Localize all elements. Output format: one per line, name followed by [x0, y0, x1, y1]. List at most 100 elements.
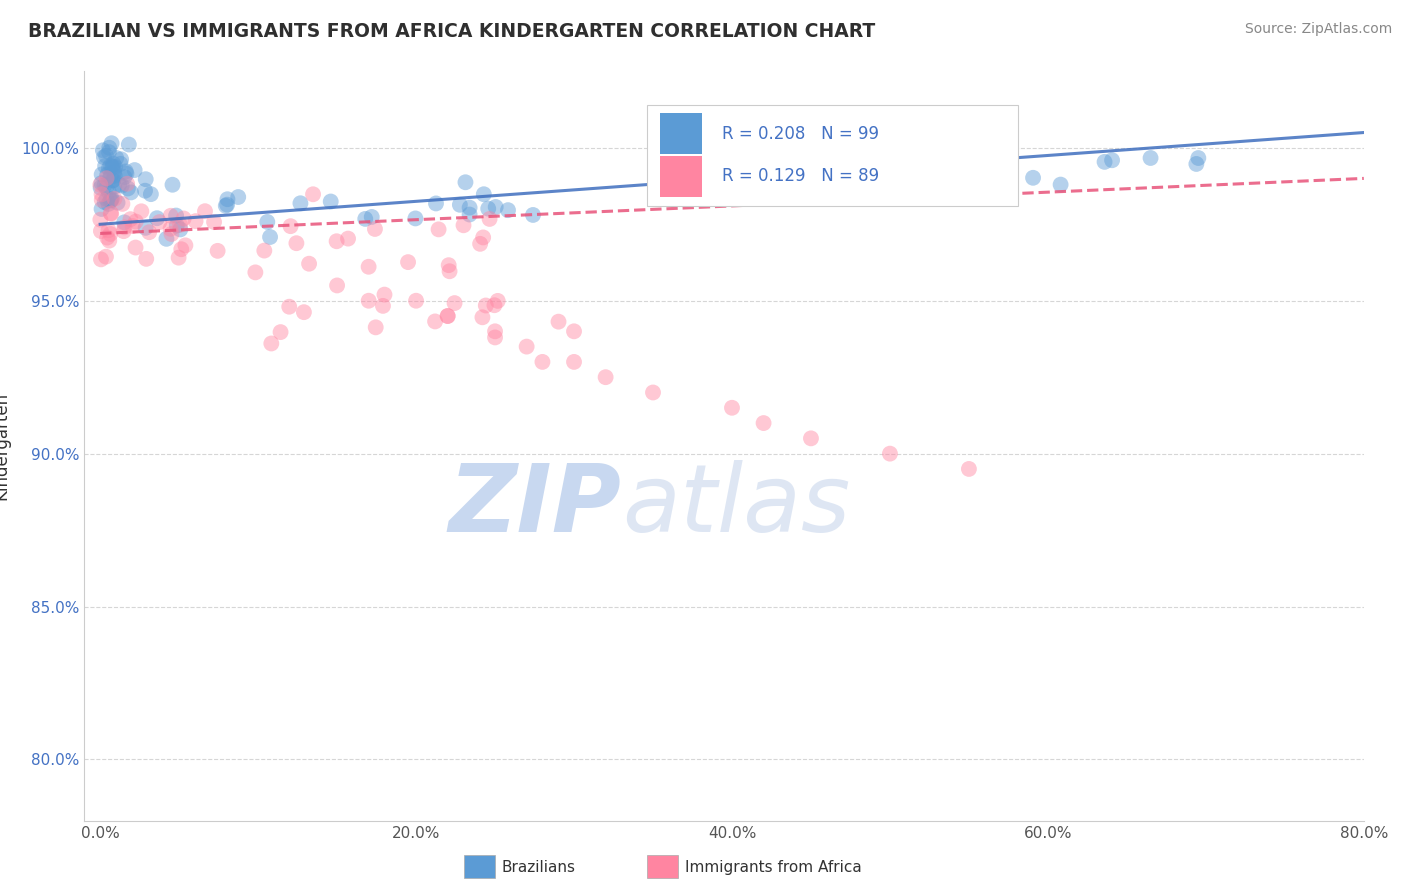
- Point: [290, 196, 312, 211]
- Point: [120, 186, 142, 200]
- Point: [949, 150, 972, 164]
- Point: [562, 355, 585, 369]
- Point: [1022, 170, 1045, 185]
- Point: [89, 178, 111, 192]
- Point: [484, 324, 506, 338]
- Point: [1139, 151, 1161, 165]
- Point: [207, 244, 229, 258]
- Point: [443, 296, 465, 310]
- Point: [471, 310, 494, 325]
- Point: [427, 222, 450, 236]
- Point: [801, 151, 824, 165]
- Point: [101, 173, 124, 187]
- Point: [562, 324, 585, 338]
- Point: [100, 169, 122, 183]
- Point: [360, 210, 382, 224]
- Point: [96, 192, 118, 206]
- Point: [94, 149, 117, 163]
- Point: [100, 207, 122, 221]
- Point: [721, 401, 744, 415]
- Point: [454, 175, 477, 189]
- Point: [838, 145, 860, 159]
- Point: [436, 309, 458, 323]
- Point: [100, 206, 122, 220]
- Point: [121, 219, 143, 233]
- Point: [173, 211, 195, 226]
- Point: [120, 212, 142, 227]
- Point: [125, 214, 148, 228]
- Point: [531, 355, 554, 369]
- Point: [103, 180, 125, 194]
- Point: [825, 145, 848, 159]
- Point: [217, 192, 239, 206]
- Point: [800, 431, 823, 445]
- Point: [184, 214, 207, 228]
- Point: [159, 221, 181, 235]
- Point: [103, 165, 125, 179]
- Point: [90, 202, 112, 216]
- Point: [516, 340, 538, 354]
- Point: [148, 215, 170, 229]
- Point: [468, 236, 491, 251]
- Point: [114, 164, 136, 178]
- Point: [118, 137, 141, 152]
- Point: [292, 305, 315, 319]
- Point: [94, 250, 117, 264]
- Bar: [661, 113, 703, 154]
- Point: [112, 224, 135, 238]
- Point: [396, 255, 419, 269]
- Point: [453, 219, 475, 233]
- Point: [98, 227, 121, 241]
- Point: [914, 169, 936, 184]
- Point: [302, 187, 325, 202]
- Point: [139, 187, 162, 202]
- Bar: [661, 155, 703, 197]
- Point: [101, 160, 124, 174]
- Point: [96, 168, 118, 182]
- Point: [486, 293, 509, 308]
- Point: [1185, 157, 1208, 171]
- Point: [108, 178, 131, 192]
- Point: [97, 161, 120, 175]
- Point: [900, 167, 922, 181]
- Point: [818, 147, 841, 161]
- Point: [159, 209, 181, 223]
- Point: [226, 190, 249, 204]
- Point: [97, 185, 120, 199]
- Text: Source: ZipAtlas.com: Source: ZipAtlas.com: [1244, 22, 1392, 37]
- Text: BRAZILIAN VS IMMIGRANTS FROM AFRICA KINDERGARTEN CORRELATION CHART: BRAZILIAN VS IMMIGRANTS FROM AFRICA KIND…: [28, 22, 876, 41]
- Y-axis label: Kindergarten: Kindergarten: [0, 392, 10, 500]
- Point: [111, 197, 134, 211]
- Point: [245, 265, 267, 279]
- Point: [484, 330, 506, 344]
- Point: [364, 320, 387, 334]
- Point: [124, 241, 146, 255]
- Point: [595, 370, 617, 384]
- Point: [907, 155, 929, 169]
- Point: [860, 161, 883, 176]
- Point: [104, 169, 127, 183]
- Point: [96, 230, 118, 244]
- Point: [337, 231, 360, 245]
- Text: Brazilians: Brazilians: [502, 860, 576, 874]
- Point: [115, 167, 138, 181]
- Point: [105, 151, 128, 165]
- Point: [91, 143, 114, 157]
- Point: [98, 170, 121, 185]
- Point: [439, 264, 461, 278]
- Point: [285, 236, 308, 251]
- Point: [100, 193, 122, 207]
- Point: [354, 211, 377, 226]
- Point: [326, 278, 349, 293]
- Point: [485, 200, 508, 214]
- Point: [165, 209, 187, 223]
- Point: [90, 187, 112, 202]
- Point: [215, 199, 238, 213]
- Point: [89, 212, 111, 227]
- Point: [112, 215, 135, 229]
- Point: [167, 251, 190, 265]
- Point: [371, 299, 394, 313]
- FancyBboxPatch shape: [647, 105, 1018, 206]
- Point: [319, 194, 342, 209]
- Point: [280, 219, 302, 234]
